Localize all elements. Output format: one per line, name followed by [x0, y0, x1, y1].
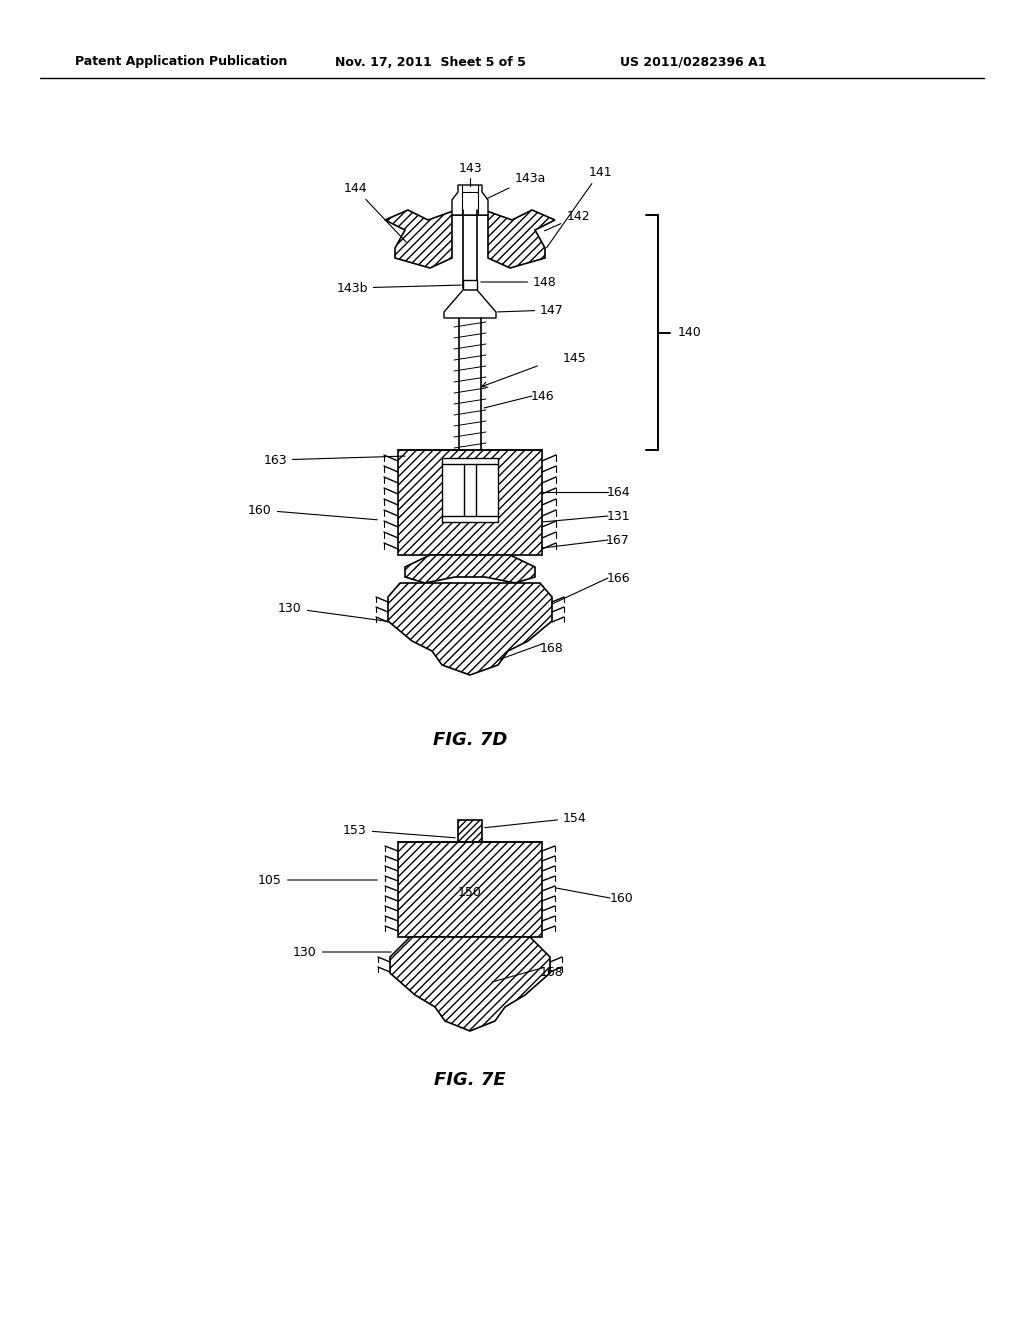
Text: FIG. 7D: FIG. 7D [433, 731, 507, 748]
Text: 144: 144 [343, 181, 407, 242]
Text: 154: 154 [484, 812, 587, 828]
Text: 145: 145 [563, 351, 587, 364]
Text: Nov. 17, 2011  Sheet 5 of 5: Nov. 17, 2011 Sheet 5 of 5 [335, 55, 525, 69]
Text: Patent Application Publication: Patent Application Publication [75, 55, 288, 69]
Text: 166: 166 [606, 572, 630, 585]
Text: 167: 167 [606, 533, 630, 546]
Polygon shape [452, 185, 488, 215]
Text: 143: 143 [458, 161, 482, 174]
Polygon shape [390, 937, 550, 1031]
Bar [398, 450, 542, 554]
Text: 140: 140 [678, 326, 701, 339]
Text: 168: 168 [540, 965, 564, 978]
Text: 130: 130 [293, 945, 391, 958]
Text: 160: 160 [610, 891, 634, 904]
Text: 164: 164 [606, 486, 630, 499]
Bar [458, 820, 482, 842]
Text: 146: 146 [530, 389, 554, 403]
Text: 105: 105 [258, 874, 377, 887]
Text: 130: 130 [279, 602, 389, 622]
Text: 168: 168 [540, 642, 564, 655]
Text: 143b: 143b [336, 281, 461, 294]
Text: 131: 131 [606, 510, 630, 523]
Text: 150: 150 [458, 886, 482, 899]
Text: 142: 142 [545, 210, 590, 231]
Text: 141: 141 [547, 165, 611, 248]
Text: US 2011/0282396 A1: US 2011/0282396 A1 [620, 55, 767, 69]
Polygon shape [388, 583, 552, 675]
Polygon shape [385, 210, 555, 268]
Text: 148: 148 [481, 276, 557, 289]
Text: 153: 153 [343, 824, 456, 838]
Text: 147: 147 [498, 304, 564, 317]
Polygon shape [406, 554, 535, 583]
Bar [463, 280, 477, 290]
Text: 163: 163 [263, 454, 406, 466]
Text: 160: 160 [248, 503, 377, 520]
Text: 143a: 143a [486, 172, 546, 199]
Text: FIG. 7E: FIG. 7E [434, 1071, 506, 1089]
Bar [398, 842, 542, 937]
Bar [442, 458, 498, 521]
Polygon shape [444, 290, 496, 318]
